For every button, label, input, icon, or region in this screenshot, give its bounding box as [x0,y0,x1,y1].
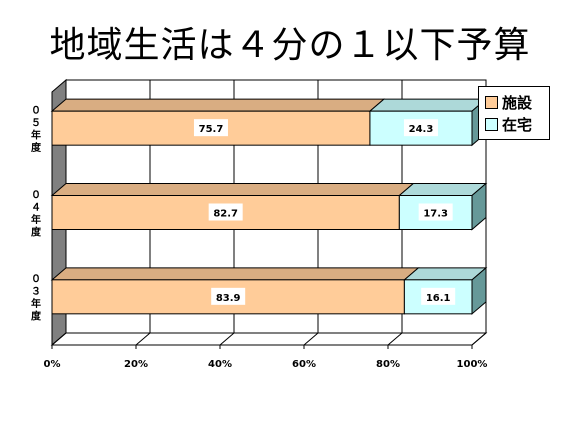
floor-gridline [387,332,403,346]
category-label-char: ５ [31,117,41,129]
floor-gridline [219,332,235,346]
data-label: 75.7 [199,124,224,135]
bar-top-face [50,98,386,112]
bar-top-face [50,267,420,281]
bar-facility-2: 83.9 [50,267,420,315]
bar-top-face [50,183,415,196]
category-label-char: 度 [31,141,42,154]
data-label-bg [208,203,243,221]
x-tick-label: 20% [124,359,148,370]
x-tick-label: 40% [208,359,232,370]
floor-gridline [135,332,151,346]
category-label-char: ０ [31,104,41,116]
page-title: 地域生活は４分の１以下予算 [49,25,531,66]
bar-top-face [368,98,488,112]
legend-swatch-home [485,117,498,131]
bar-home-1: 17.3 [397,182,488,231]
x-tick-label: 60% [292,359,316,370]
bar-end-face [471,182,487,231]
chart-legend: 施設 在宅 [478,86,550,140]
bar-end-face [471,266,487,315]
data-label: 24.3 [409,124,434,135]
bar-top-face [397,183,488,196]
data-label-bg [421,287,456,305]
x-tick-label: 80% [376,359,400,370]
plot-floor [50,332,488,346]
data-label-bg [403,119,438,137]
category-label-char: ０ [31,273,41,285]
bar-home-0: 24.3 [368,98,488,147]
x-tick-label: 100% [457,359,488,370]
legend-swatch-facility [485,95,498,109]
category-label-char: 年 [31,213,41,226]
data-label-bg [193,119,228,137]
category-label-char: 年 [31,128,41,141]
floor-gridline [51,332,67,346]
data-label-bg [418,203,453,221]
legend-label-home: 在宅 [502,115,533,134]
bar-front-face [51,279,405,315]
category-label-char: ４ [31,201,41,213]
data-label: 83.9 [216,293,241,304]
x-tick-label: 0% [44,359,61,370]
category-label-char: 年 [31,297,41,310]
floor-gridline [471,332,487,346]
category-label-char: ０ [31,189,41,201]
legend-item-home: 在宅 [485,113,549,135]
data-label-bg [211,287,246,305]
data-label: 82.7 [213,209,238,220]
data-label: 16.1 [426,293,451,304]
category-label-char: 度 [31,225,42,238]
bar-facility-0: 75.7 [50,98,386,146]
bar-facility-1: 82.7 [50,183,415,230]
bar-home-2: 16.1 [403,266,488,315]
floor-gridline [303,332,319,346]
legend-item-facility: 施設 [485,91,549,113]
data-label: 17.3 [423,209,448,220]
category-label-char: ３ [31,286,41,298]
legend-label-facility: 施設 [502,93,533,112]
category-label-char: 度 [31,310,42,323]
